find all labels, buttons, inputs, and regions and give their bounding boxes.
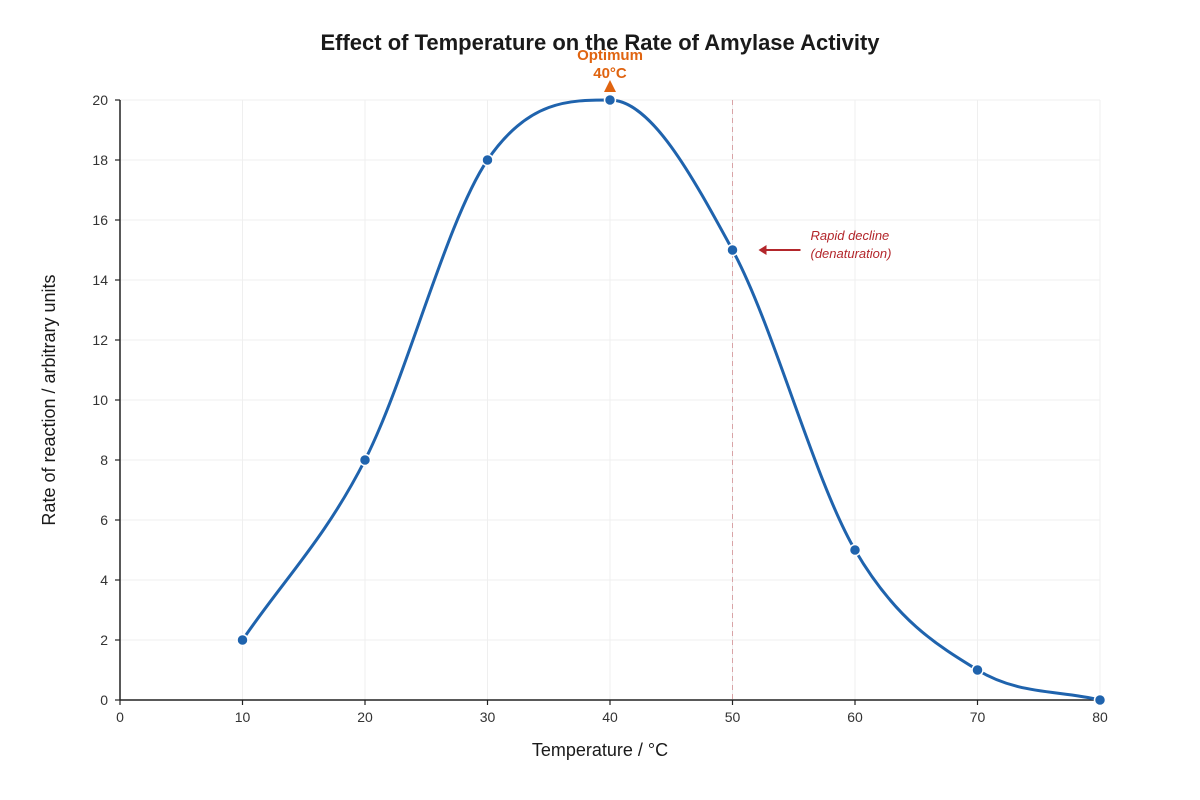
tick-labels: 0 10 20 30 40 50 60 70 80 0 2 4 6 8 10 12 14 16 18 20 (92, 92, 1108, 725)
y-tick-label: 14 (92, 272, 108, 288)
y-tick-label: 16 (92, 212, 108, 228)
data-point (848, 543, 862, 557)
x-tick-label: 10 (235, 709, 251, 725)
y-tick-label: 6 (100, 512, 108, 528)
y-axis-label: Rate of reaction / arbitrary units (39, 274, 59, 525)
x-tick-label: 40 (602, 709, 618, 725)
y-tick-label: 10 (92, 392, 108, 408)
x-tick-label: 80 (1092, 709, 1108, 725)
data-point (1093, 693, 1107, 707)
decline-arrow-head (758, 245, 767, 255)
data-point (971, 663, 984, 677)
data-point (358, 453, 372, 467)
y-tick-label: 12 (92, 332, 108, 348)
x-tick-label: 20 (357, 709, 373, 725)
chart-title: Effect of Temperature on the Rate of Amy… (320, 30, 880, 55)
data-point (481, 153, 494, 167)
optimum-marker-arrow (604, 80, 616, 92)
x-tick-label: 30 (480, 709, 496, 725)
optimum-temperature-label: 40°C (593, 65, 627, 82)
data-point (603, 93, 617, 107)
decline-sublabel: (denaturation) (811, 246, 892, 261)
y-tick-label: 8 (100, 452, 108, 468)
x-tick-label: 0 (116, 709, 124, 725)
grid (119, 99, 1101, 701)
x-axis-label: Temperature / °C (532, 740, 668, 760)
y-tick-label: 2 (100, 632, 108, 648)
y-tick-label: 20 (92, 92, 108, 108)
axes (115, 99, 1101, 705)
y-tick-label: 18 (92, 152, 108, 168)
data-point (726, 243, 739, 257)
x-tick-label: 70 (970, 709, 986, 725)
optimum-label: Optimum (577, 47, 643, 64)
x-tick-label: 60 (847, 709, 863, 725)
x-tick-label: 50 (725, 709, 741, 725)
decline-label: Rapid decline (811, 228, 890, 243)
y-tick-label: 4 (100, 572, 108, 588)
series-line (241, 98, 1102, 702)
annotations: Optimum 40°C Rapid decline (denaturation… (577, 47, 891, 261)
data-points (236, 93, 1107, 707)
y-tick-label: 0 (100, 692, 108, 708)
data-point (236, 633, 249, 647)
